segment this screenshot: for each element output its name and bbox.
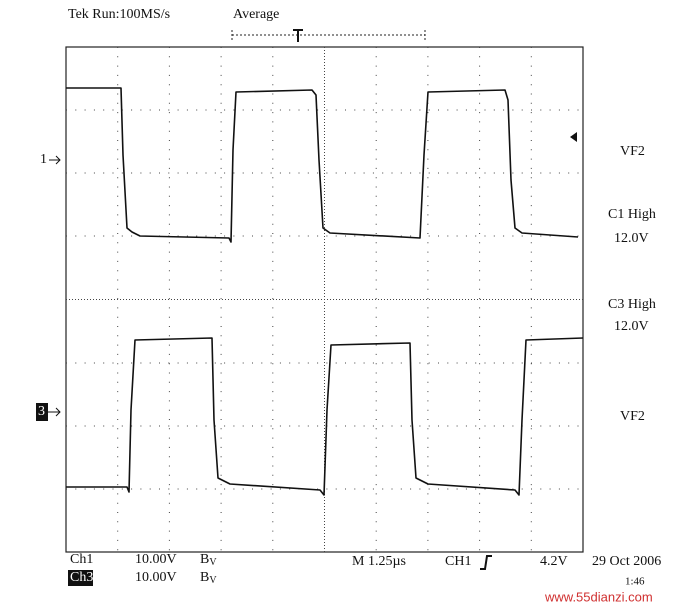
label: C3 High bbox=[608, 297, 656, 312]
trigger-marker bbox=[293, 29, 303, 42]
ch3-bw: BV bbox=[200, 570, 217, 586]
bw-sub: V bbox=[209, 575, 217, 586]
ch1-arrow bbox=[49, 155, 61, 165]
ch3-trace bbox=[66, 337, 584, 496]
trigger-level-arrow bbox=[570, 132, 577, 142]
trigger-source: CH1 bbox=[445, 554, 471, 569]
label: VF2 bbox=[620, 144, 645, 159]
label: VF2 bbox=[620, 409, 645, 424]
ch1-label: Ch1 bbox=[70, 552, 93, 567]
label: C1 High bbox=[608, 207, 656, 222]
label: 12.0V bbox=[614, 319, 649, 334]
ch3-label: Ch3 bbox=[70, 570, 93, 585]
status: Tek Run:100MS/s bbox=[68, 7, 170, 22]
ch3-marker: 3 bbox=[38, 404, 45, 419]
date: 29 Oct 2006 bbox=[592, 554, 661, 569]
ch3-scale: 10.00V bbox=[135, 570, 177, 585]
ch3-marker-box bbox=[36, 403, 48, 421]
watermark: www.55dianzi.com bbox=[544, 589, 653, 604]
timebase: M 1.25µs bbox=[352, 554, 406, 569]
edge-icon bbox=[480, 555, 492, 570]
bw: B bbox=[200, 552, 209, 567]
trigger-level: 4.2V bbox=[540, 554, 568, 569]
time: 1:46 bbox=[625, 576, 645, 588]
ch1-bw: BV bbox=[200, 552, 217, 568]
bw: B bbox=[200, 570, 209, 585]
ch1-trace bbox=[66, 87, 579, 243]
acq-mode: Average bbox=[233, 7, 279, 22]
ch1-scale: 10.00V bbox=[135, 552, 177, 567]
trigger-window bbox=[231, 30, 426, 40]
ch3-label-box bbox=[68, 570, 93, 586]
graticule bbox=[66, 47, 583, 552]
ch3-arrow bbox=[48, 407, 61, 417]
ch1-marker: 1 bbox=[40, 152, 47, 167]
label: 12.0V bbox=[614, 231, 649, 246]
bw-sub: V bbox=[209, 557, 217, 568]
